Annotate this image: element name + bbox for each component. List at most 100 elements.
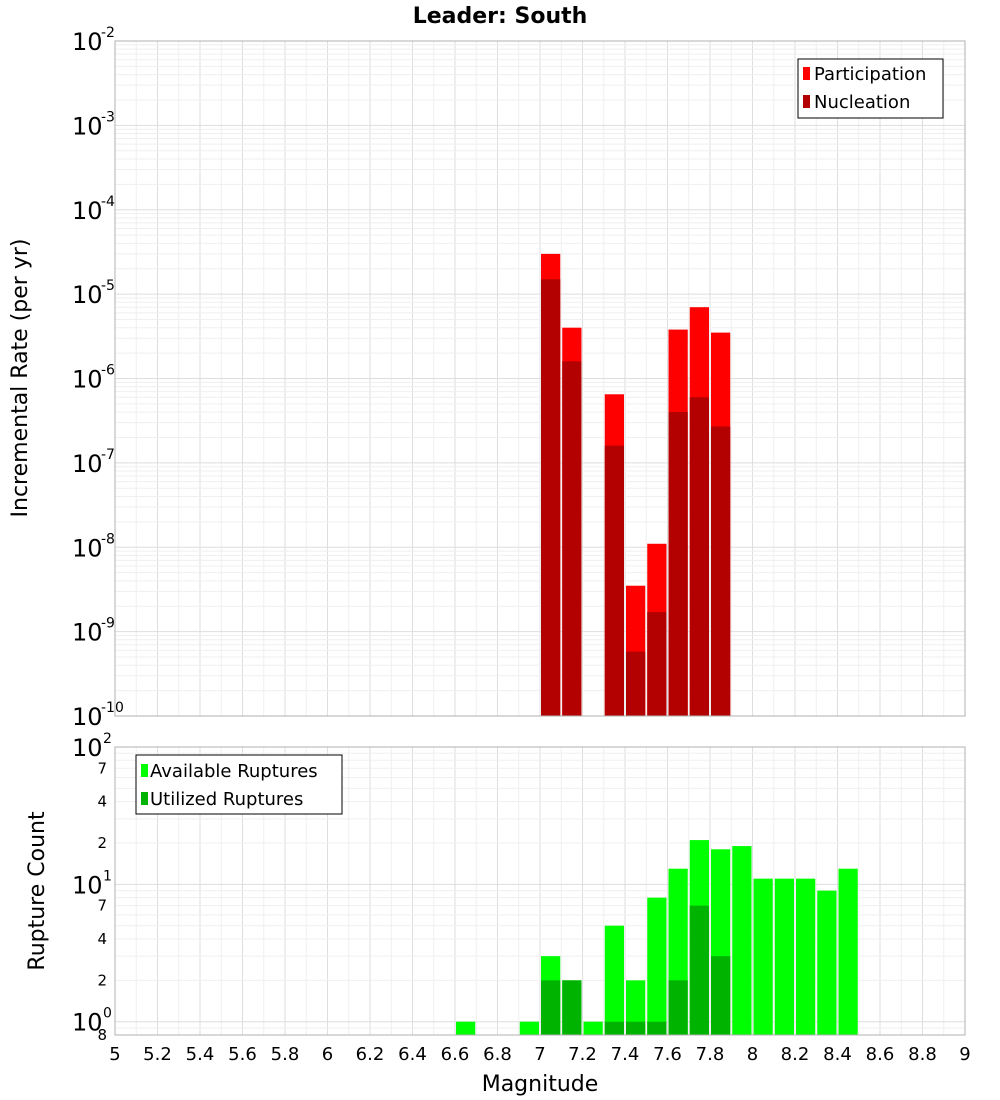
- top-legend: Participation Nucleation: [797, 58, 944, 119]
- tick-exponent: 0: [103, 1006, 112, 1022]
- x-tick-label: 5.6: [228, 1044, 257, 1065]
- bottom-y-minor-label: 4: [97, 930, 107, 948]
- top-y-tick-label: 10-7: [72, 447, 115, 478]
- top-y-tick-label: 10-5: [72, 278, 115, 309]
- tick-exponent: -5: [101, 278, 115, 294]
- top-y-tick-label: 10-2: [72, 25, 115, 56]
- tick-base: 10: [72, 112, 103, 140]
- top-legend-box: [797, 58, 944, 119]
- utilized-bar: [562, 980, 582, 1035]
- nucleation-bar: [626, 651, 646, 716]
- tick-exponent: -3: [101, 109, 115, 125]
- nucleation-bar: [562, 361, 582, 716]
- available-ruptures-series: [456, 840, 858, 1035]
- bottom-y-minor-label: 2: [97, 834, 107, 852]
- tick-base: 10: [72, 197, 103, 225]
- utilized-bar: [541, 980, 561, 1035]
- legend-participation-label: Participation: [814, 64, 926, 85]
- available-bar: [647, 897, 667, 1035]
- bottom-plot-border: [114, 746, 966, 1036]
- x-axis-title: Magnitude: [482, 1072, 599, 1097]
- nucleation-bar: [647, 612, 667, 716]
- nucleation-bar: [689, 397, 709, 716]
- available-bar: [604, 925, 624, 1035]
- available-bar: [774, 878, 794, 1035]
- bottom-y-minor-label: 4: [97, 793, 107, 811]
- tick-exponent: -4: [101, 194, 115, 210]
- bottom-y-minor-label: 2: [97, 971, 107, 989]
- bottom-legend: Available Ruptures Utilized Ruptures: [135, 754, 343, 815]
- tick-base: 10: [72, 366, 103, 394]
- utilized-bar: [711, 956, 731, 1035]
- x-tick-label: 6.4: [398, 1044, 427, 1065]
- tick-exponent: -7: [101, 447, 115, 463]
- top-y-tick-label: 10-10: [72, 700, 124, 731]
- x-tick-label: 7: [534, 1044, 545, 1065]
- x-tick-label: 7.6: [653, 1044, 682, 1065]
- available-bar: [796, 878, 816, 1035]
- x-tick-label: 6.8: [483, 1044, 512, 1065]
- top-y-tick-label: 10-6: [72, 363, 115, 394]
- top-y-axis-title: Incremental Rate (per yr): [8, 239, 33, 518]
- x-tick-label: 8.2: [781, 1044, 810, 1065]
- top-plot-grid: [114, 40, 966, 717]
- bottom-legend-box: [135, 754, 343, 815]
- tick-base: 10: [72, 28, 103, 56]
- x-tick-label: 7.8: [696, 1044, 725, 1065]
- tick-base: 10: [72, 450, 103, 478]
- nucleation-bar: [711, 426, 731, 716]
- available-bar: [838, 868, 858, 1035]
- x-tick-label: 6: [322, 1044, 333, 1065]
- tick-base: 10: [72, 734, 103, 762]
- top-y-tick-label: 10-4: [72, 194, 115, 225]
- tick-exponent: -2: [101, 25, 115, 41]
- bottom-y-axis-title: Rupture Count: [25, 811, 50, 971]
- legend-utilized-label: Utilized Ruptures: [150, 789, 303, 810]
- x-tick-label: 5.2: [143, 1044, 172, 1065]
- x-tick-label: 6.2: [356, 1044, 385, 1065]
- available-bar: [583, 1021, 603, 1035]
- bottom-y-minor-label: 7: [97, 759, 107, 777]
- x-tick-label: 7.4: [611, 1044, 640, 1065]
- x-tick-label: 5: [109, 1044, 120, 1065]
- tick-exponent: 2: [103, 731, 112, 747]
- utilized-ruptures-series: [541, 905, 731, 1035]
- x-tick-label: 8: [747, 1044, 758, 1065]
- x-tick-label: 6.6: [441, 1044, 470, 1065]
- utilized-bar: [626, 1021, 646, 1035]
- x-tick-labels: 5 5.2 5.4 5.6 5.8 6 6.2 6.4 6.6 6.8 7 7.2 7.4 7.6 7.8 8…: [109, 1044, 970, 1065]
- top-y-tick-label: 10-3: [72, 109, 115, 140]
- tick-exponent: -9: [101, 616, 115, 632]
- x-tick-label: 5.8: [271, 1044, 300, 1065]
- top-y-tick-label: 10-8: [72, 531, 115, 562]
- tick-base: 10: [72, 1009, 103, 1037]
- legend-available-swatch: [141, 764, 148, 777]
- available-bar: [626, 980, 646, 1035]
- x-tick-label: 8.8: [908, 1044, 937, 1065]
- top-y-tick-label: 10-9: [72, 616, 115, 647]
- utilized-bar: [689, 905, 709, 1035]
- legend-participation-swatch: [803, 67, 810, 80]
- available-bar: [456, 1021, 476, 1035]
- utilized-bar: [604, 1021, 624, 1035]
- utilized-bar: [647, 1021, 667, 1035]
- available-bar: [519, 1021, 539, 1035]
- legend-nucleation-swatch: [803, 95, 810, 108]
- tick-base: 10: [72, 871, 103, 899]
- tick-base: 10: [72, 281, 103, 309]
- nucleation-bar: [604, 445, 624, 716]
- bottom-y-major-label: 10 0: [72, 1006, 112, 1037]
- available-bar: [753, 878, 773, 1035]
- x-tick-label: 7.2: [568, 1044, 597, 1065]
- nucleation-bar: [668, 412, 688, 716]
- bottom-y-major-label: 10 1: [72, 868, 112, 899]
- tick-base: 10: [72, 703, 103, 731]
- legend-nucleation-label: Nucleation: [814, 92, 910, 113]
- tick-base: 10: [72, 619, 103, 647]
- available-bar: [817, 890, 837, 1035]
